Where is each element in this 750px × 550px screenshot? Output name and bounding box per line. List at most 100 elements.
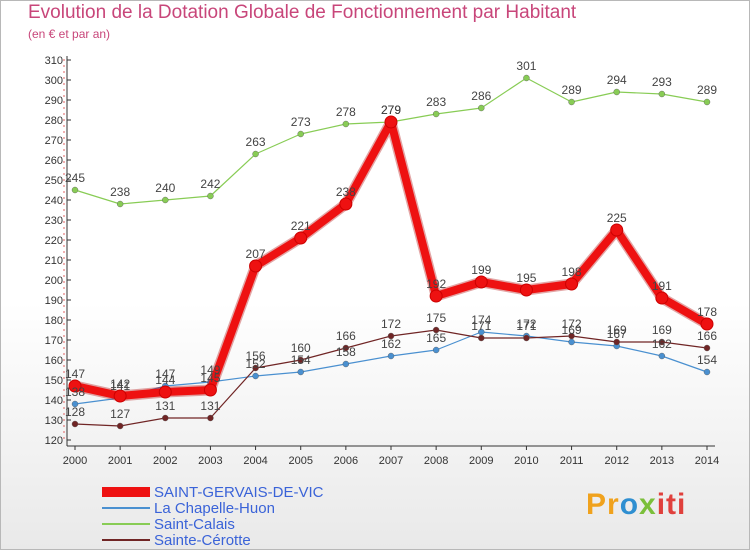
data-point [568,98,575,106]
x-tick-label: 2011 [560,455,584,467]
data-point [342,360,350,368]
x-tick-label: 2008 [424,455,448,467]
data-point [116,422,124,430]
data-point [252,372,259,380]
data-label: 141 [110,379,130,393]
data-point [249,259,263,273]
data-point [478,104,485,112]
chart-title: Evolution de la Dotation Globale de Fonc… [28,2,577,23]
data-point [523,334,530,342]
legend-label: SAINT-GERVAIS-DE-VIC [154,484,324,501]
data-point [339,197,353,211]
proxiti-logo: Proxiti [586,488,686,522]
data-point [432,110,440,118]
data-point [252,364,259,372]
data-point [252,150,259,158]
logo-part: iti [656,488,687,521]
data-label: 198 [562,265,582,279]
data-point [71,186,79,194]
data-label: 225 [607,211,627,225]
data-label: 149 [200,363,220,377]
y-tick-label: 260 [45,155,63,167]
x-tick-label: 2013 [650,455,674,467]
x-tick-label: 2010 [514,455,538,467]
y-tick-label: 210 [45,255,63,267]
data-label: 207 [246,247,266,261]
data-label: 289 [562,83,582,97]
legend-label: Sainte-Cérotte [154,532,251,549]
data-label: 158 [336,345,356,359]
data-label: 286 [471,89,491,103]
data-point [203,383,217,397]
data-point [613,88,620,96]
x-tick-label: 2000 [63,455,87,467]
y-tick-label: 200 [45,275,63,287]
x-tick-label: 2001 [108,455,132,467]
data-label: 138 [65,385,85,399]
data-label: 191 [652,279,672,293]
y-tick-label: 150 [45,375,63,387]
data-label: 128 [65,405,85,419]
y-tick-label: 270 [45,135,63,147]
data-label: 147 [65,367,85,381]
data-label: 294 [607,73,627,87]
data-point [703,98,711,106]
data-point [162,196,169,204]
y-tick-label: 160 [45,355,63,367]
y-tick-label: 120 [45,435,63,447]
data-point [568,332,575,340]
data-label: 283 [426,95,446,109]
data-label: 238 [110,185,130,199]
y-tick-label: 130 [45,415,63,427]
logo-part: x [639,488,657,521]
data-label: 160 [291,341,311,355]
y-tick-label: 230 [45,215,63,227]
data-point [207,414,214,422]
data-point [384,115,398,129]
data-point [294,231,308,245]
data-label: 263 [246,135,266,149]
data-label: 199 [471,263,491,277]
data-label: 166 [697,329,717,343]
x-tick-label: 2003 [198,455,222,467]
logo-part: Pr [586,488,620,521]
data-label: 221 [291,219,311,233]
legend-label: Saint-Calais [154,516,235,533]
y-tick-label: 290 [45,95,63,107]
data-point [478,334,485,342]
y-tick-label: 170 [45,335,63,347]
data-label: 171 [471,319,491,333]
data-label: 273 [291,115,311,129]
data-label: 195 [516,271,536,285]
data-label: 162 [652,337,672,351]
data-label: 169 [562,323,582,337]
data-label: 242 [200,177,220,191]
data-label: 127 [110,407,130,421]
data-point [703,368,711,376]
data-point [613,338,620,346]
data-point [113,389,127,403]
y-tick-label: 220 [45,235,63,247]
data-label: 154 [697,353,717,367]
data-point [432,326,440,334]
data-point [432,346,440,354]
chart-subtitle: (en € et par an) [28,27,111,41]
data-label: 192 [426,277,446,291]
data-point [474,275,488,289]
data-label: 156 [246,349,266,363]
x-tick-label: 2006 [334,455,358,467]
data-point [116,200,124,208]
data-label: 144 [155,373,175,387]
data-point [658,352,666,360]
data-point [68,379,82,393]
y-tick-label: 250 [45,175,63,187]
data-label: 131 [200,399,220,413]
data-point [297,130,304,138]
data-label: 152 [246,357,266,371]
data-point [297,368,304,376]
data-point [162,414,169,422]
data-point [655,291,669,305]
data-point [71,420,79,428]
